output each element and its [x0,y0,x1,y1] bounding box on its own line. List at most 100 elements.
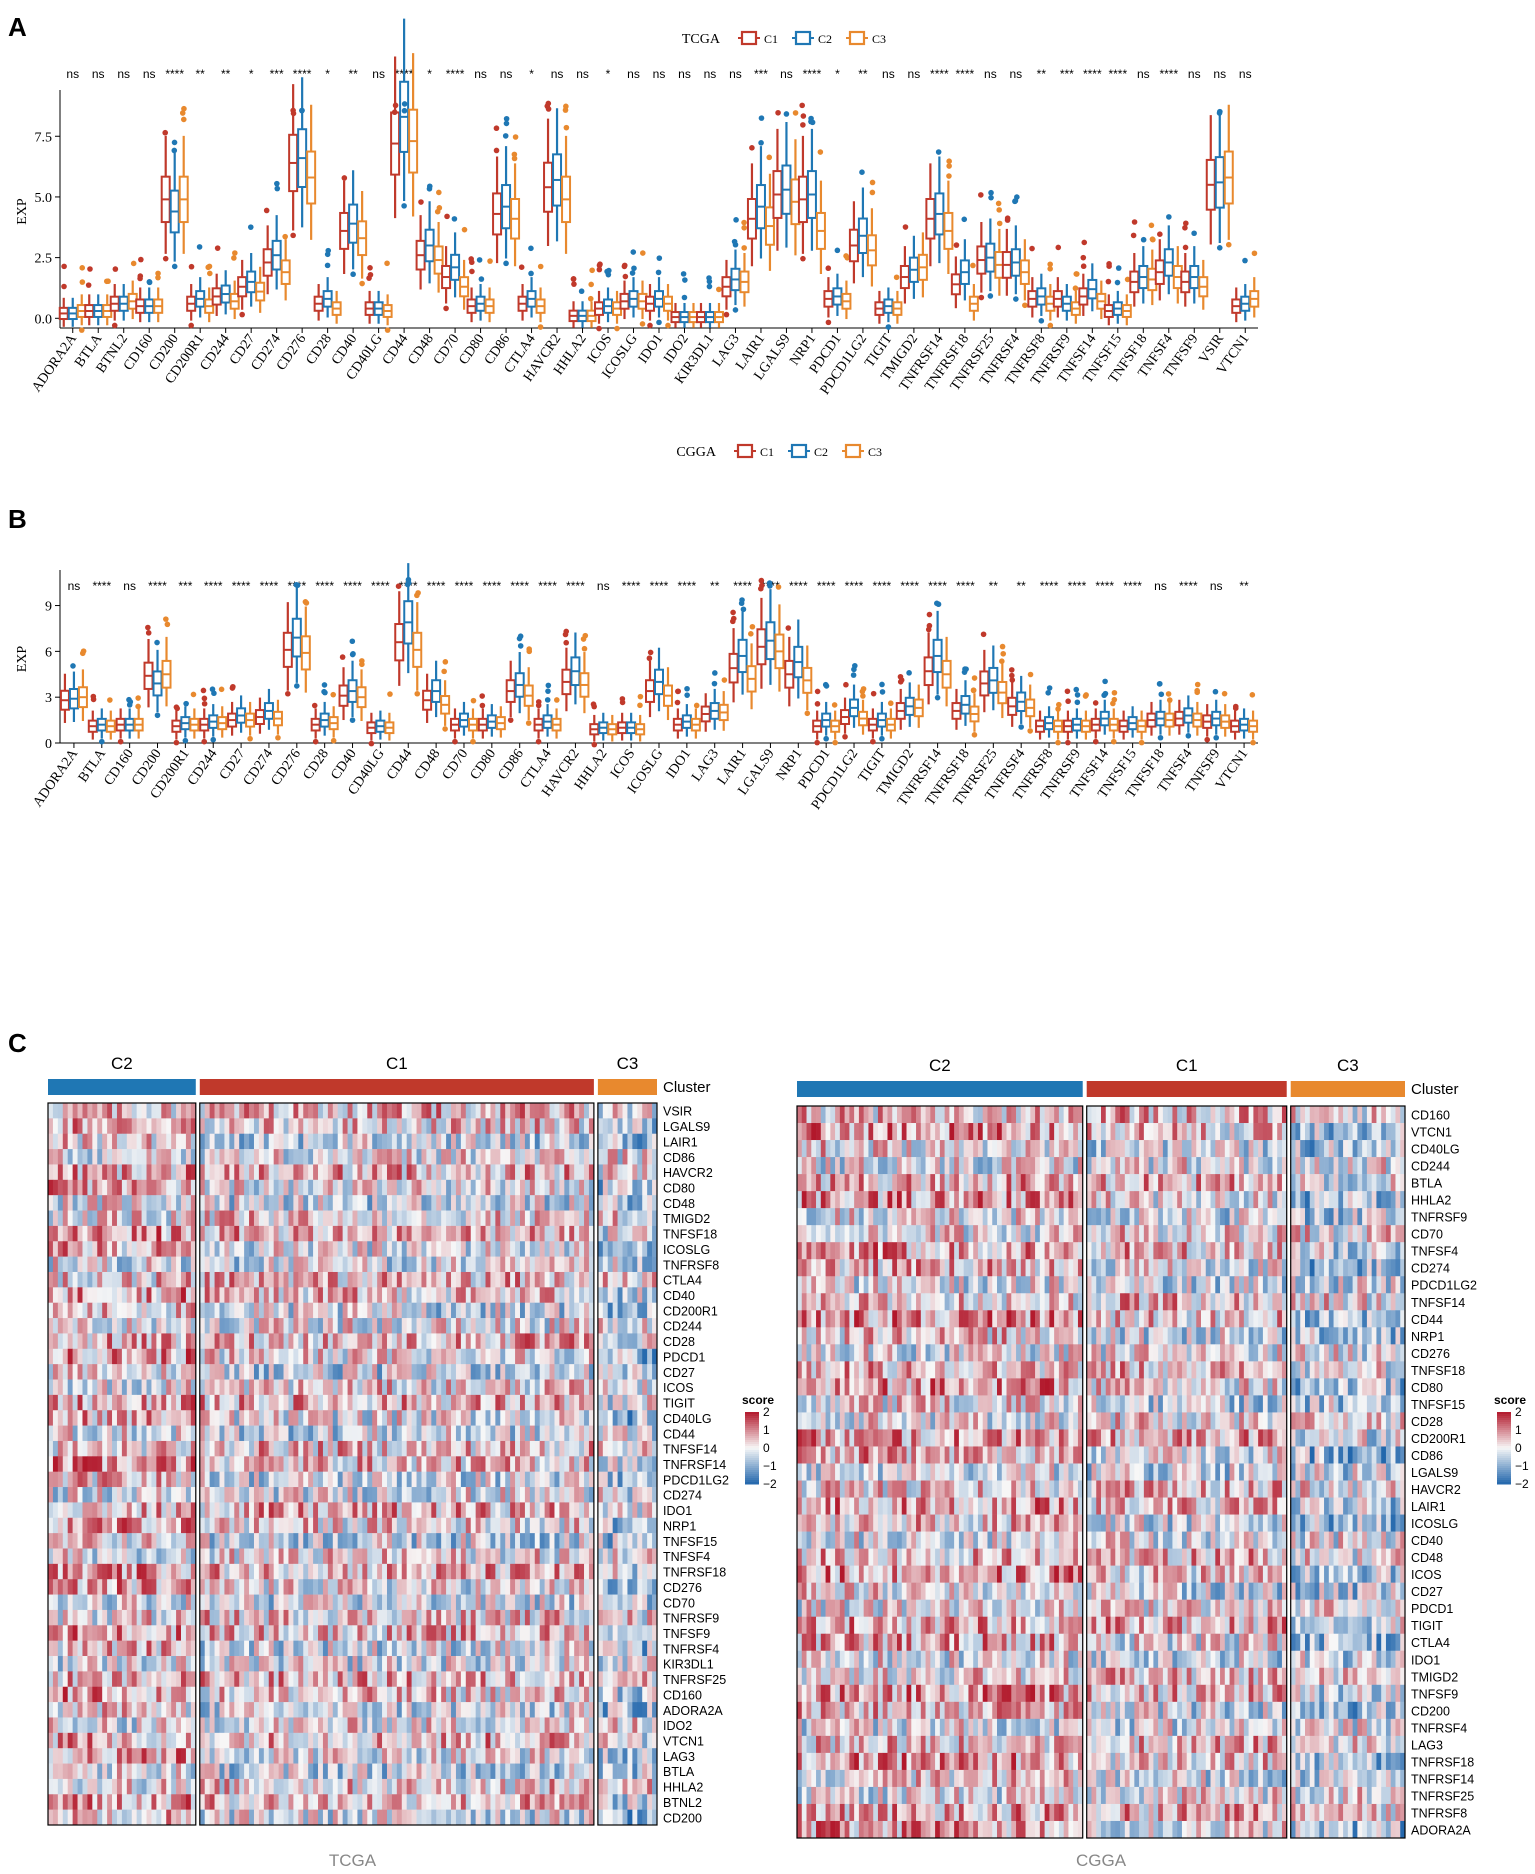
heatmap-cell [209,1394,215,1411]
significance-label: ns [704,67,717,81]
heatmap-cell [244,1333,250,1350]
heatmap-cell [288,1440,294,1457]
heatmap-cell [327,1256,334,1273]
heatmap-cell [268,1410,274,1426]
heatmap-cell [199,1287,206,1304]
heatmap-cell [176,1717,182,1734]
heatmap-cell [372,1287,378,1304]
heatmap-cell [539,1118,545,1135]
heatmap-cell [141,1118,147,1135]
heatmap-cell [116,1517,123,1534]
heatmap-cell [441,1364,447,1380]
heatmap-cell [495,1256,501,1273]
outlier-point [1221,690,1228,697]
heatmap-cell [72,1517,78,1534]
heatmap-cell [131,1640,137,1657]
x-tick-label: CD44 [384,747,415,783]
heatmap-cell [436,1394,442,1411]
outlier-point [1185,732,1192,739]
heatmap-cell [97,1164,103,1181]
outlier-point [299,107,305,114]
heatmap-cell [219,1133,225,1150]
heatmap-cell [190,1548,197,1565]
heatmap-cell [569,1179,575,1196]
heatmap-cell [352,1287,358,1304]
heatmap-cell [308,1210,314,1227]
heatmap-cell [87,1717,93,1734]
heatmap-cell [357,1210,363,1227]
heatmap-cell [258,1394,265,1411]
heatmap-cell [273,1287,279,1304]
heatmap-cell [136,1671,142,1688]
heatmap-cell [57,1794,64,1810]
heatmap-cell [141,1686,147,1703]
heatmap-cell [136,1425,142,1442]
heatmap-cell [460,1440,467,1457]
heatmap-cell [460,1195,467,1211]
heatmap-cell [131,1348,137,1365]
heatmap-cell [480,1118,486,1135]
outlier-point [716,286,722,293]
outlier-point [1047,261,1053,268]
heatmap-cell [52,1809,59,1826]
heatmap-cell [401,1379,407,1396]
heatmap-cell [190,1763,197,1780]
heatmap-cell [416,1379,422,1396]
heatmap-cell [549,1103,555,1119]
significance-label: **** [482,579,501,593]
heatmap-cell [391,1394,398,1411]
heatmap-cell [416,1348,422,1365]
heatmap-cell [131,1149,137,1165]
heatmap-cell [564,1195,570,1211]
heatmap-cell [490,1318,496,1334]
heatmap-cell [584,1364,590,1380]
heatmap-cell [82,1594,88,1611]
heatmap-cell [263,1456,270,1472]
heatmap-cell [141,1179,147,1196]
heatmap-cell [244,1133,250,1150]
heatmap-cell [166,1594,172,1611]
heatmap-cell [156,1717,162,1734]
heatmap-cell [67,1748,73,1764]
y-axis-label: EXP [15,198,30,225]
heatmap-cell [500,1225,506,1242]
heatmap-cell [166,1318,172,1334]
heatmap-cell [313,1118,319,1135]
heatmap-cell [253,1241,260,1257]
heatmap-cell [278,1440,284,1457]
heatmap-cell [367,1287,373,1304]
outlier-point [655,269,662,276]
heatmap-cell [214,1333,220,1350]
y-tick-label: 9 [45,600,52,615]
heatmap-cell [386,1195,393,1211]
heatmap-cell [166,1440,172,1457]
heatmap-cell [564,1333,570,1350]
significance-label: ns [1010,67,1023,81]
heatmap-cell [141,1210,147,1227]
heatmap-cell [156,1533,162,1549]
heatmap-cell [352,1394,358,1411]
heatmap-cell [97,1686,103,1703]
heatmap-cell [431,1225,437,1242]
heatmap-cell [411,1456,417,1472]
heatmap-cell [107,1579,113,1595]
heatmap-cell [102,1563,108,1580]
heatmap-cell [584,1287,590,1304]
heatmap-cell [352,1379,358,1396]
outlier-point [1008,667,1015,673]
heatmap-cell [480,1364,486,1380]
heatmap-cell [446,1287,452,1304]
heatmap-cell [92,1318,98,1334]
heatmap-cell [77,1103,83,1119]
heatmap-cell [77,1748,83,1764]
outlier-point [758,577,765,584]
heatmap-cell [362,1394,368,1411]
heatmap-cell [559,1225,565,1242]
heatmap-cell [313,1241,319,1257]
heatmap-cell [263,1394,270,1411]
heatmap-cell [146,1410,152,1426]
heatmap-cell [549,1425,555,1442]
outlier-point [1111,689,1118,696]
heatmap-cell [190,1732,197,1749]
heatmap-cell [327,1440,334,1457]
